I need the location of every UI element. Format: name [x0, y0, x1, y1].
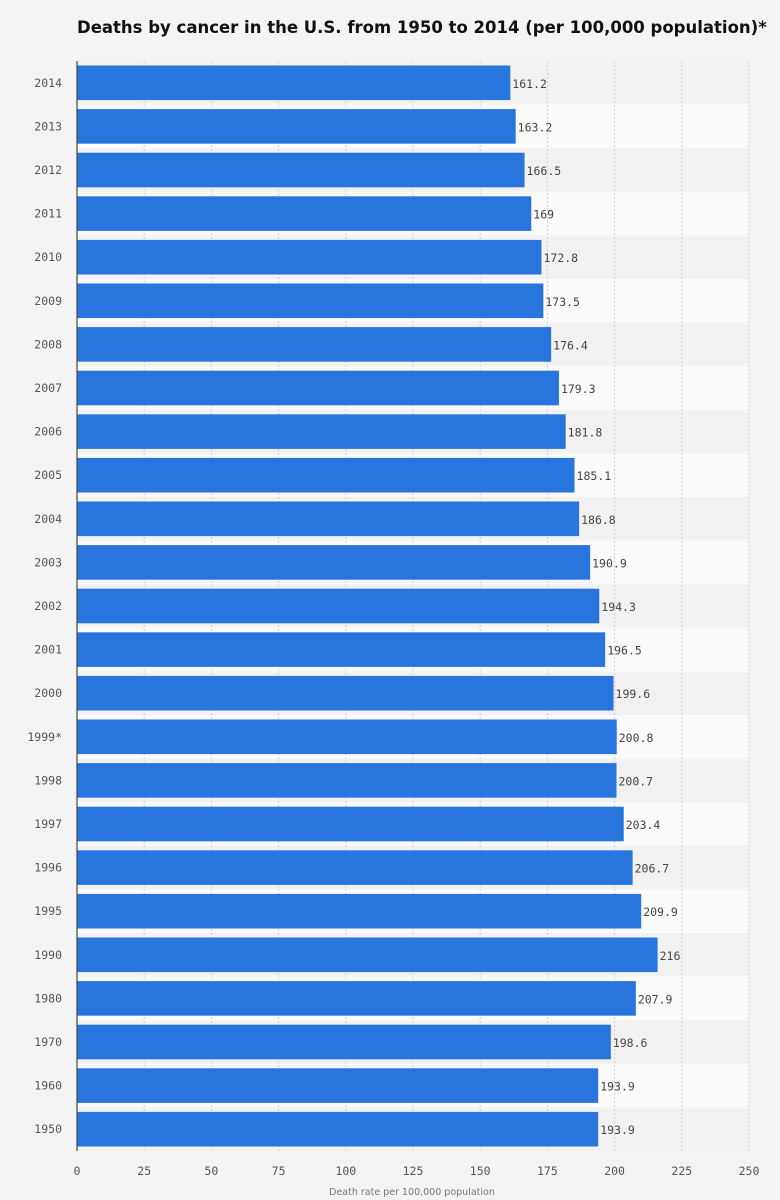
bar	[77, 1024, 611, 1060]
value-label: 176.4	[553, 338, 588, 352]
bar	[77, 893, 642, 929]
category-label: 1995	[34, 904, 62, 918]
bar	[77, 370, 559, 406]
bar	[77, 414, 566, 449]
category-label: 2008	[34, 337, 62, 351]
bar	[77, 501, 580, 537]
value-label: 216	[660, 949, 681, 963]
category-label: 1980	[34, 991, 62, 1005]
x-tick-label: 175	[537, 1164, 558, 1178]
x-tick-label: 125	[403, 1164, 424, 1178]
bar	[77, 937, 658, 973]
value-label: 181.8	[568, 426, 603, 440]
bar	[77, 1111, 599, 1147]
value-label: 172.8	[543, 251, 578, 265]
value-label: 200.7	[618, 774, 653, 788]
category-label: 1998	[34, 773, 62, 787]
value-label: 199.6	[616, 687, 651, 701]
category-label: 1997	[34, 817, 62, 831]
bar	[77, 850, 633, 885]
x-tick-label: 50	[204, 1164, 218, 1178]
x-tick-label: 225	[671, 1164, 692, 1178]
category-label: 2006	[34, 425, 62, 439]
value-label: 198.6	[613, 1036, 648, 1050]
category-label: 2014	[34, 76, 62, 90]
x-axis-title: Death rate per 100,000 population	[329, 1187, 495, 1198]
value-label: 196.5	[607, 644, 642, 658]
chart-title: Deaths by cancer in the U.S. from 1950 t…	[77, 18, 767, 37]
value-label: 193.9	[600, 1080, 635, 1094]
category-label: 2001	[34, 643, 62, 657]
bar	[77, 719, 617, 755]
category-label: 1999*	[27, 730, 62, 744]
value-label: 190.9	[592, 556, 627, 570]
value-label: 185.1	[577, 469, 612, 483]
category-label: 2007	[34, 381, 62, 395]
category-label: 2005	[34, 468, 62, 482]
bar	[77, 109, 516, 144]
category-label: 1970	[34, 1035, 62, 1049]
category-label: 1960	[34, 1079, 62, 1093]
bar	[77, 457, 575, 493]
category-label: 2010	[34, 250, 62, 264]
category-label: 2002	[34, 599, 62, 613]
value-label: 203.4	[626, 818, 661, 832]
bar	[77, 632, 606, 667]
category-label: 1950	[34, 1122, 62, 1136]
bar	[77, 283, 544, 319]
bar	[77, 196, 532, 231]
value-label: 166.5	[527, 164, 562, 178]
value-label: 206.7	[635, 862, 670, 876]
bar	[77, 152, 525, 188]
bar	[77, 1068, 599, 1103]
category-label: 2009	[34, 294, 62, 308]
category-label: 2013	[34, 119, 62, 133]
value-label: 179.3	[561, 382, 596, 396]
value-label: 186.8	[581, 513, 616, 527]
value-label: 163.2	[518, 120, 553, 134]
x-tick-label: 150	[470, 1164, 491, 1178]
category-label: 2012	[34, 163, 62, 177]
bar	[77, 763, 617, 798]
value-label: 209.9	[643, 905, 678, 919]
x-tick-label: 100	[335, 1164, 356, 1178]
category-label: 1996	[34, 861, 62, 875]
bar	[77, 806, 624, 842]
bar	[77, 588, 600, 624]
x-tick-label: 250	[739, 1164, 760, 1178]
value-label: 207.9	[638, 992, 673, 1006]
bar	[77, 545, 591, 580]
value-label: 193.9	[600, 1123, 635, 1137]
value-label: 200.8	[619, 731, 654, 745]
bar	[77, 65, 511, 101]
x-tick-label: 200	[604, 1164, 625, 1178]
value-label: 161.2	[512, 77, 547, 91]
category-label: 2003	[34, 555, 62, 569]
x-tick-label: 0	[74, 1164, 81, 1178]
value-label: 194.3	[601, 600, 636, 614]
category-label: 1990	[34, 948, 62, 962]
category-label: 2000	[34, 686, 62, 700]
x-tick-label: 25	[137, 1164, 151, 1178]
bar	[77, 675, 614, 711]
bar	[77, 327, 552, 362]
value-label: 173.5	[545, 295, 580, 309]
category-label: 2004	[34, 512, 62, 526]
x-tick-label: 75	[272, 1164, 286, 1178]
value-label: 169	[533, 208, 554, 222]
bar	[77, 981, 636, 1016]
category-label: 2011	[34, 207, 62, 221]
bar	[77, 239, 542, 275]
